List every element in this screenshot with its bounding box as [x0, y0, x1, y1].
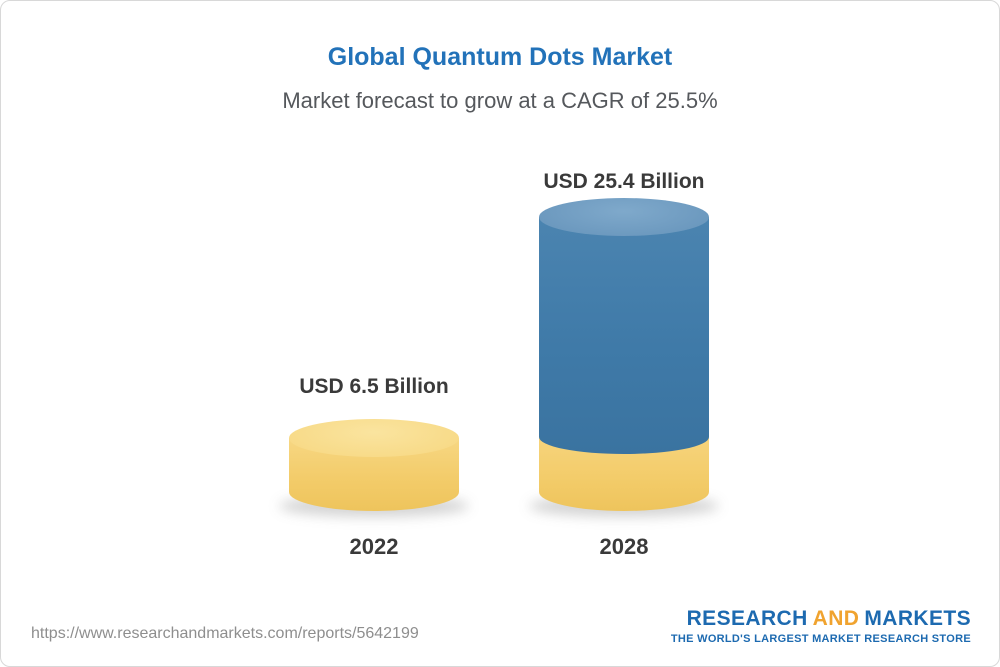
bar-cylinder-2028 [529, 198, 719, 517]
cylinder-top-cap-blue [539, 198, 709, 236]
chart-subtitle: Market forecast to grow at a CAGR of 25.… [282, 88, 718, 113]
bar-value-label-2028: USD 25.4 Billion [543, 170, 705, 193]
bar-cylinder-2022 [279, 419, 469, 517]
logo-tagline: THE WORLD'S LARGEST MARKET RESEARCH STOR… [670, 633, 971, 646]
logo-word-research: RESEARCH [686, 607, 808, 630]
source-url: https://www.researchandmarkets.com/repor… [31, 625, 419, 642]
research-and-markets-logo: RESEARCH AND MARKETS THE WORLD'S LARGEST M… [671, 607, 971, 645]
logo-word-and: AND [812, 607, 860, 630]
logo-word-markets: MARKETS [864, 607, 971, 630]
chart-title: Global Quantum Dots Market [327, 43, 673, 71]
logo-wordmark: RESEARCH AND MARKETS [671, 607, 971, 630]
bar-value-label-2022: USD 6.5 Billion [299, 375, 449, 398]
cylinder-body-blue [539, 217, 709, 454]
x-axis-label-2028: 2028 [599, 534, 649, 559]
x-axis-label-2022: 2022 [349, 534, 399, 559]
cylinder-top-cap-yellow [289, 419, 459, 457]
